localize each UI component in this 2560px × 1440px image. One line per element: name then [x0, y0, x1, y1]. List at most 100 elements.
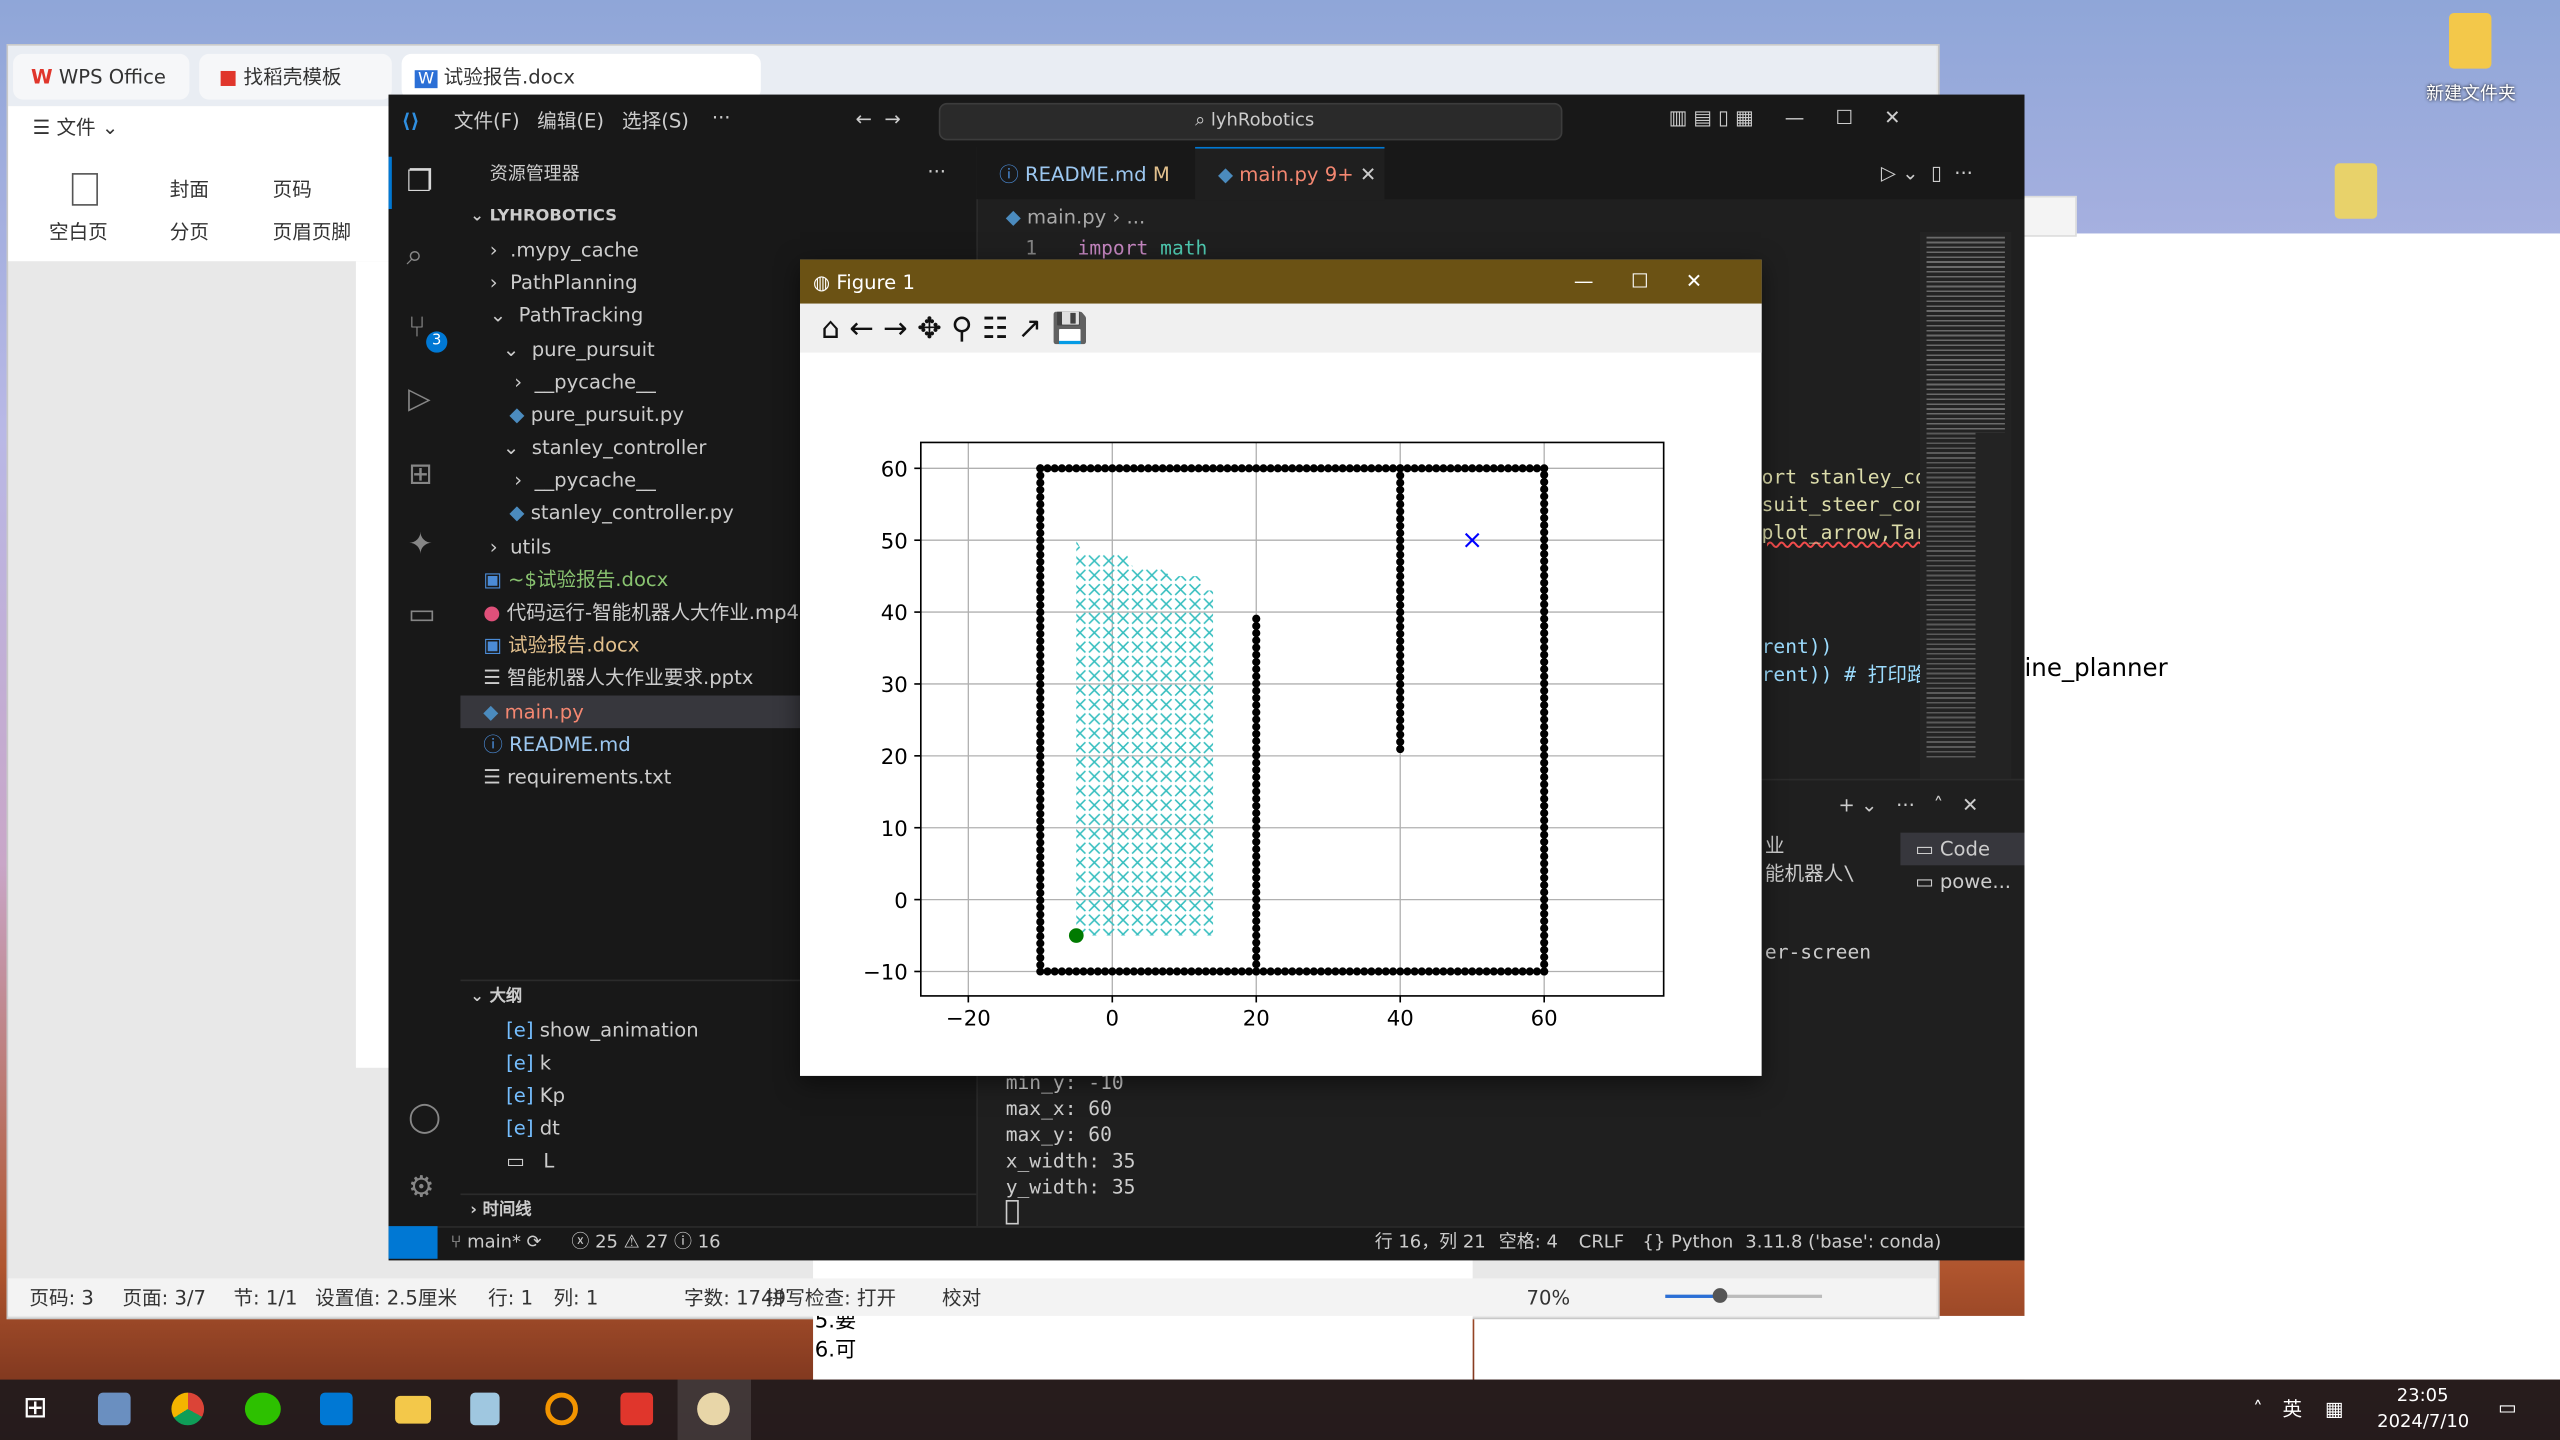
- scm-icon[interactable]: ⑂: [408, 310, 426, 345]
- warnings[interactable]: 27: [645, 1231, 669, 1253]
- editor-actions[interactable]: ▷ ⌄ ▯ ···: [1880, 161, 1973, 185]
- tab-label[interactable]: WPS Office: [58, 65, 166, 89]
- account-icon[interactable]: ◯: [408, 1100, 442, 1135]
- tree-item[interactable]: pure_pursuit.py: [530, 403, 684, 427]
- menu-item[interactable]: 文件(F): [453, 109, 520, 133]
- zoom[interactable]: 70%: [1526, 1286, 1571, 1310]
- tree-item[interactable]: .mypy_cache: [510, 238, 639, 262]
- active-tab[interactable]: [1195, 146, 1385, 201]
- ribbon-item[interactable]: 页眉页脚: [272, 220, 352, 244]
- remote-icon[interactable]: ▭: [408, 597, 436, 632]
- tree-item[interactable]: stanley_controller: [531, 435, 707, 459]
- menu-item[interactable]: 文件: [56, 115, 96, 139]
- tab-label[interactable]: 找稻壳模板: [243, 65, 342, 89]
- remote-button[interactable]: [388, 1226, 438, 1259]
- terminal-tab[interactable]: Code: [1939, 837, 1991, 861]
- wechat-icon[interactable]: [244, 1392, 281, 1426]
- language[interactable]: Python: [1671, 1231, 1734, 1253]
- ribbon-item[interactable]: 分页: [169, 220, 210, 244]
- tree-item[interactable]: 代码运行-智能机器人大作业.mp4: [506, 600, 800, 624]
- errors[interactable]: 25: [595, 1231, 618, 1253]
- explorer-icon[interactable]: [395, 1395, 432, 1424]
- file-icon[interactable]: [2334, 163, 2378, 219]
- tab-label[interactable]: 试验报告.docx: [443, 65, 576, 89]
- tree-item[interactable]: __pycache__: [534, 370, 656, 394]
- zoom-slider[interactable]: [1665, 1294, 1823, 1298]
- tree-item[interactable]: utils: [510, 535, 552, 559]
- cursor-position[interactable]: 行 16，列 21: [1374, 1231, 1486, 1253]
- tree-item[interactable]: __pycache__: [534, 468, 656, 492]
- tree-item[interactable]: stanley_controller.py: [530, 501, 734, 525]
- wps-icon[interactable]: [620, 1392, 654, 1426]
- app-icon[interactable]: [470, 1392, 500, 1426]
- interpreter[interactable]: 3.11.8 ('base': conda): [1745, 1231, 1942, 1253]
- tree-item[interactable]: pure_pursuit: [531, 337, 655, 361]
- search-icon[interactable]: ⌕: [406, 238, 424, 273]
- root-folder[interactable]: LYHROBOTICS: [489, 207, 617, 226]
- tray-arrow[interactable]: ˄: [2253, 1397, 2263, 1421]
- ribbon-item[interactable]: 空白页: [48, 220, 108, 244]
- search-app-icon[interactable]: [545, 1392, 578, 1426]
- ime-grid[interactable]: ▦: [2324, 1397, 2344, 1421]
- terminal-tab[interactable]: powe...: [1939, 870, 2012, 894]
- outline-item[interactable]: Kp: [539, 1084, 566, 1107]
- notifications[interactable]: ▭: [2497, 1395, 2517, 1419]
- menu-item[interactable]: 选择(S): [622, 109, 689, 133]
- section-title[interactable]: 大纲: [489, 987, 523, 1006]
- code-fragment: suit_steer_con: [1761, 493, 1927, 516]
- panel-actions[interactable]: + ⌄ ··· ˄ ✕: [1838, 793, 1979, 817]
- chrome-icon[interactable]: [171, 1392, 205, 1426]
- tree-item[interactable]: README.md: [509, 733, 631, 756]
- app-icon[interactable]: [97, 1392, 131, 1426]
- folder-icon[interactable]: [2448, 13, 2492, 69]
- tab[interactable]: [13, 53, 190, 100]
- search-text[interactable]: lyhRobotics: [1210, 109, 1315, 131]
- window-controls[interactable]: ▥ ▤ ▯ ▦ — ☐ ✕: [1668, 106, 1901, 129]
- ribbon-item[interactable]: 页码: [272, 177, 312, 201]
- status-item[interactable]: 拼写检查: 打开: [765, 1286, 897, 1310]
- debug-icon[interactable]: ▷: [408, 382, 431, 417]
- outline-item[interactable]: k: [539, 1051, 552, 1075]
- settings-icon[interactable]: ⚙: [408, 1170, 435, 1205]
- tree-item[interactable]: PathPlanning: [510, 271, 638, 294]
- nav-arrows[interactable]: ← →: [855, 107, 901, 131]
- tree-item[interactable]: PathTracking: [518, 303, 644, 327]
- tree-item[interactable]: ~$试验报告.docx: [508, 568, 669, 592]
- vscode-icon[interactable]: [320, 1392, 353, 1426]
- folder-label[interactable]: 新建文件夹: [2426, 83, 2516, 105]
- branch[interactable]: main*: [467, 1231, 521, 1253]
- outline-item[interactable]: dt: [539, 1116, 560, 1140]
- tab[interactable]: [199, 53, 392, 100]
- start-button[interactable]: ⊞: [22, 1391, 48, 1426]
- python-icon[interactable]: ✦: [408, 527, 433, 562]
- more[interactable]: ···: [927, 160, 947, 183]
- search-box[interactable]: [938, 102, 1563, 141]
- tree-item[interactable]: 试验报告.docx: [508, 633, 640, 657]
- outline-item[interactable]: L: [543, 1149, 555, 1173]
- window-controls[interactable]: — ☐ ✕: [1573, 269, 1703, 293]
- more[interactable]: ···: [711, 106, 731, 129]
- terminal-line: y_width: 35: [1005, 1175, 1136, 1199]
- ime[interactable]: 英: [2282, 1397, 2303, 1421]
- section-title[interactable]: 时间线: [482, 1201, 532, 1220]
- breadcrumb[interactable]: main.py: [1027, 205, 1107, 229]
- extensions-icon[interactable]: ⊞: [408, 457, 433, 492]
- clock-date[interactable]: 2024/7/10: [2377, 1410, 2470, 1432]
- explorer-icon[interactable]: ❐: [406, 164, 433, 200]
- tree-item[interactable]: main.py: [504, 700, 584, 724]
- tab-label[interactable]: README.md: [1025, 163, 1147, 187]
- tab[interactable]: [401, 53, 761, 100]
- tree-item[interactable]: 智能机器人大作业要求.pptx: [507, 666, 754, 689]
- toolbar-buttons[interactable]: ⌂ ← → ✥ ⚲ ☷ ↗ 💾: [821, 311, 1089, 347]
- infos[interactable]: 16: [697, 1231, 721, 1253]
- tree-item[interactable]: requirements.txt: [507, 765, 672, 789]
- tab-label[interactable]: main.py: [1239, 163, 1319, 187]
- menu-item[interactable]: 编辑(E): [537, 109, 605, 133]
- clock-time[interactable]: 23:05: [2396, 1384, 2449, 1406]
- outline-item[interactable]: show_animation: [539, 1018, 699, 1042]
- status-item[interactable]: 校对: [942, 1286, 982, 1310]
- zoom-thumb[interactable]: [1712, 1288, 1728, 1303]
- ribbon-item[interactable]: 封面: [169, 177, 210, 201]
- eol[interactable]: CRLF: [1578, 1231, 1625, 1253]
- indentation[interactable]: 空格: 4: [1498, 1231, 1558, 1253]
